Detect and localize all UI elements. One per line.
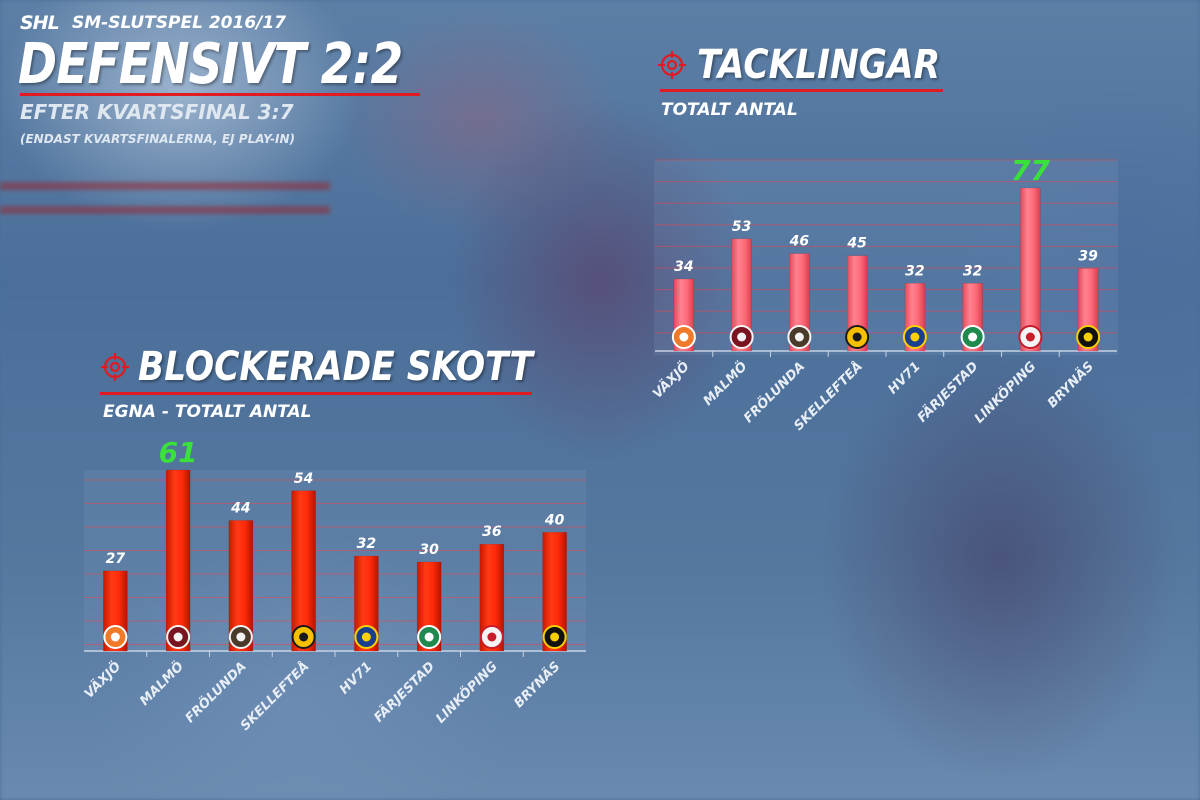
category-label: FRÖLUNDA <box>182 659 250 727</box>
value-label: 32 <box>963 263 982 279</box>
tacklingar-subtitle: TOTALT ANTAL <box>661 100 798 120</box>
category-label: HV71 <box>337 659 375 697</box>
value-label: 34 <box>674 259 693 275</box>
category-label: FÄRJESTAD <box>371 658 438 725</box>
page-note: (ENDAST KVARTSFINALERNA, EJ PLAY-IN) <box>20 132 296 146</box>
value-label: 45 <box>846 236 867 252</box>
blockerade-title: BLOCKERADE SKOTT <box>138 344 533 390</box>
value-label: 40 <box>544 512 565 528</box>
category-label: LINKÖPING <box>433 658 501 726</box>
tacklingar-underline <box>660 89 943 92</box>
value-label: 32 <box>357 536 376 552</box>
blockerade-chart: 27VÄXJÖ61MALMÖ44FRÖLUNDA54SKELLEFTEÅ32HV… <box>81 436 586 734</box>
linkoping-logo-icon <box>1018 325 1043 349</box>
bar-malmö <box>165 469 191 652</box>
bar-linköping <box>1020 187 1041 352</box>
tacklingar-chart-panel <box>654 160 1118 355</box>
title-underline <box>20 93 420 96</box>
page-title: DEFENSIVT 2:2 <box>18 32 403 97</box>
bar-malmö <box>731 238 752 352</box>
vaxjo-lakers-logo-icon <box>103 625 128 649</box>
value-label: 46 <box>789 234 810 250</box>
skelleftea-logo-icon <box>291 625 316 649</box>
value-label: 54 <box>294 471 313 487</box>
value-label: 36 <box>482 524 502 540</box>
category-label: VÄXJÖ <box>649 359 692 402</box>
skelleftea-logo-icon <box>845 325 870 349</box>
tacklingar-chart: 34VÄXJÖ53MALMÖ46FRÖLUNDA45SKELLEFTEÅ32HV… <box>649 154 1117 434</box>
category-label: BRYNÄS <box>511 659 564 712</box>
value-label: 61 <box>159 436 198 469</box>
hv71-logo-icon <box>902 325 927 349</box>
page-subtitle: EFTER KVARTSFINAL 3:7 <box>20 100 294 124</box>
frolunda-logo-icon <box>787 325 812 349</box>
value-label: 44 <box>230 500 250 516</box>
blockerade-underline <box>100 392 532 395</box>
hv71-logo-icon <box>354 625 379 649</box>
category-label: MALMÖ <box>700 359 750 409</box>
value-label: 32 <box>905 263 924 279</box>
value-label: 53 <box>732 219 751 235</box>
target-icon <box>101 353 129 381</box>
value-label: 27 <box>106 551 126 567</box>
farjestad-logo-icon <box>960 325 985 349</box>
malmo-redhawks-logo-icon <box>729 325 754 349</box>
bar-skellefteå <box>291 490 316 652</box>
value-label: 39 <box>1078 248 1098 264</box>
season-label: SM-SLUTSPEL 2016/17 <box>72 13 287 33</box>
category-label: LINKÖPING <box>971 358 1039 426</box>
category-label: HV71 <box>885 359 923 397</box>
frolunda-logo-icon <box>228 625 253 649</box>
malmo-redhawks-logo-icon <box>166 625 191 649</box>
value-label: 77 <box>1011 154 1050 187</box>
blockerade-subtitle: EGNA - TOTALT ANTAL <box>103 402 312 422</box>
value-label: 30 <box>419 542 439 558</box>
target-icon <box>658 51 686 79</box>
tacklingar-title: TACKLINGAR <box>697 42 941 88</box>
brynas-logo-icon <box>1076 325 1101 349</box>
category-label: MALMÖ <box>137 659 187 709</box>
shl-logo: SHL <box>20 12 60 34</box>
brynas-logo-icon <box>542 625 567 649</box>
farjestad-logo-icon <box>417 625 442 649</box>
linkoping-logo-icon <box>479 625 504 649</box>
vaxjo-lakers-logo-icon <box>671 325 696 349</box>
category-label: VÄXJÖ <box>81 659 124 702</box>
category-label: BRYNÄS <box>1044 359 1097 412</box>
